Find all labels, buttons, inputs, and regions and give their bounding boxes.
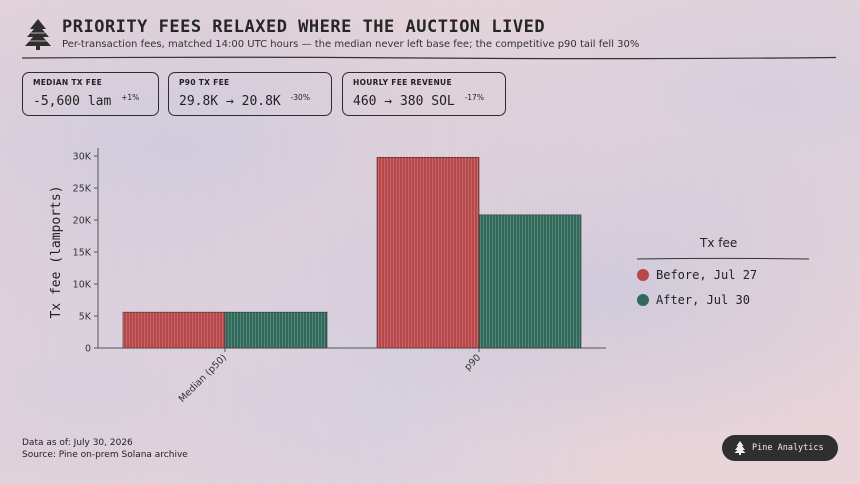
legend-divider bbox=[637, 257, 809, 260]
footer: Data as of: July 30, 2026 Source: Pine o… bbox=[22, 437, 188, 461]
pine-tree-icon bbox=[25, 19, 51, 50]
header-divider bbox=[22, 56, 836, 60]
y-tick-label: 0 bbox=[85, 344, 91, 355]
kpi-card-revenue: HOURLY FEE REVENUE 460 → 380 SOL -17% bbox=[342, 72, 506, 116]
legend-item-after: After, Jul 30 bbox=[637, 293, 750, 307]
y-tick-label: 10K bbox=[73, 280, 92, 291]
x-tick-label: Median (p50) bbox=[177, 352, 229, 404]
source-note: Source: Pine on-prem Solana archive bbox=[22, 450, 188, 460]
legend-title: Tx fee bbox=[700, 236, 738, 250]
y-tick-label: 30K bbox=[73, 152, 92, 163]
kpi-card-p90: P90 TX FEE 29.8K → 20.8K -30% bbox=[168, 72, 332, 116]
page-subtitle: Per-transaction fees, matched 14:00 UTC … bbox=[62, 39, 640, 50]
kpi-card-median: MEDIAN TX FEE -5,600 lam +1% bbox=[22, 72, 159, 116]
y-tick-label: 20K bbox=[73, 216, 92, 227]
kpi-delta: +1% bbox=[121, 93, 140, 102]
kpi-value: 460 → 380 SOL bbox=[353, 94, 455, 109]
brand-badge: Pine Analytics bbox=[722, 435, 838, 461]
kpi-label: HOURLY FEE REVENUE bbox=[353, 78, 452, 87]
kpi-label: MEDIAN TX FEE bbox=[33, 78, 103, 87]
y-tick-label: 15K bbox=[73, 248, 92, 259]
bar-texture bbox=[123, 312, 225, 348]
legend-label: After, Jul 30 bbox=[656, 293, 750, 307]
y-tick-label: 25K bbox=[73, 184, 92, 195]
legend-label: Before, Jul 27 bbox=[656, 268, 758, 282]
kpi-value: -5,600 lam bbox=[33, 94, 112, 109]
legend-swatch-after bbox=[637, 294, 649, 306]
bar-texture bbox=[225, 312, 327, 348]
kpi-label: P90 TX FEE bbox=[179, 78, 230, 87]
legend-swatch-before bbox=[637, 269, 649, 281]
y-tick-label: 5K bbox=[79, 312, 92, 323]
kpi-delta: -17% bbox=[464, 93, 484, 102]
y-axis-label: Tx fee (lamports) bbox=[49, 185, 64, 318]
kpi-value: 29.8K → 20.8K bbox=[179, 94, 281, 109]
legend-item-before: Before, Jul 27 bbox=[637, 268, 757, 282]
brand-label: Pine Analytics bbox=[752, 443, 824, 453]
kpi-delta: -30% bbox=[290, 93, 310, 102]
page-title: PRIORITY FEES RELAXED WHERE THE AUCTION … bbox=[62, 17, 546, 37]
x-tick-label: p90 bbox=[463, 352, 484, 373]
bar-texture bbox=[479, 214, 581, 348]
data-as-of: Data as of: July 30, 2026 bbox=[22, 438, 133, 448]
pine-tree-icon bbox=[734, 441, 746, 455]
bar-texture bbox=[377, 157, 479, 348]
